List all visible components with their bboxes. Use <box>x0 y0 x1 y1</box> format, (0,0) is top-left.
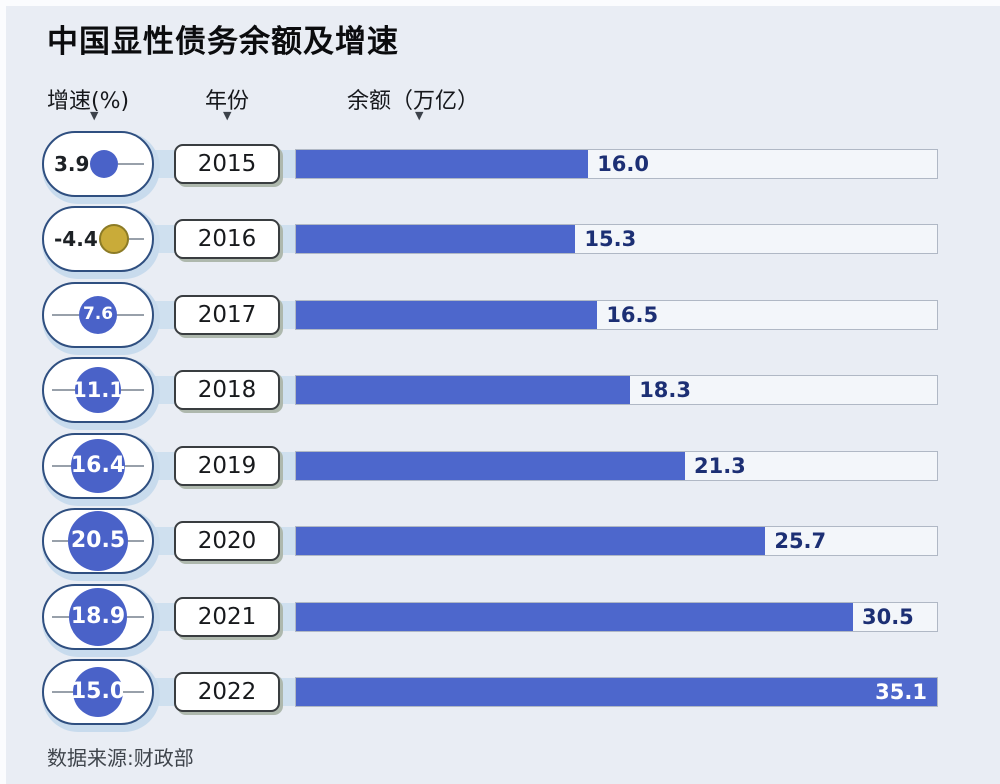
column-header-year: 年份 <box>205 89 250 114</box>
table-row: 20.5 20.5 2020 25.7 <box>0 504 1000 580</box>
growth-circle: 20.5 <box>68 511 128 572</box>
growth-circle: 11.1 <box>72 367 124 414</box>
bar-fill <box>296 225 576 254</box>
year-box: 2021 <box>174 596 280 637</box>
table-row: 3.9 3.9 2015 16.0 <box>0 126 1000 202</box>
left-edge-strip <box>0 0 6 784</box>
bar-track: 21.3 <box>295 450 938 481</box>
balance-value-label: 21.3 <box>693 453 746 478</box>
axis-dash <box>52 615 69 618</box>
bar-fill <box>296 602 853 631</box>
growth-value-label: 7.6 <box>82 304 114 325</box>
data-source-note: 数据来源:财政部 <box>47 746 194 770</box>
top-edge-strip <box>0 0 1000 6</box>
column-header-balance: 余额（万亿） <box>347 89 480 114</box>
growth-badge: 15.0 15.0 <box>42 659 154 726</box>
balance-value-label: 25.7 <box>774 529 827 554</box>
year-box: 2017 <box>174 294 280 335</box>
growth-badge: 11.1 11.1 <box>42 357 154 424</box>
bar-fill <box>296 527 766 556</box>
year-box: 2019 <box>174 445 280 486</box>
axis-dash <box>52 389 75 392</box>
column-header-growth: 增速(%) <box>47 89 130 114</box>
year-box: 2020 <box>174 521 280 562</box>
year-box: 2015 <box>174 143 280 184</box>
bar-track: 16.0 <box>295 148 938 179</box>
growth-value-label: 15.0 <box>70 679 126 705</box>
axis-dash <box>52 540 68 543</box>
growth-value-label: -4.4 <box>54 227 98 252</box>
growth-badge: 20.5 20.5 <box>42 508 154 575</box>
axis-dash <box>128 238 144 241</box>
balance-value-label: 15.3 <box>584 227 637 252</box>
balance-value-label: 35.1 <box>875 680 927 705</box>
axis-dash <box>128 540 144 543</box>
table-row: -4.4 -4.4 2016 15.3 <box>0 202 1000 278</box>
bar-fill <box>296 678 937 707</box>
bar-track: 16.5 <box>295 299 938 330</box>
axis-dash <box>127 615 144 618</box>
year-box: 2016 <box>174 219 280 260</box>
growth-badge: 16.4 16.4 <box>42 432 154 499</box>
growth-circle: -4.4 <box>98 224 129 255</box>
triangle-down-icon: ▼ <box>223 109 232 122</box>
table-row: 18.9 18.9 2021 30.5 <box>0 579 1000 655</box>
triangle-down-icon: ▼ <box>415 109 424 122</box>
growth-circle: 18.9 <box>69 587 127 646</box>
axis-dash <box>52 464 71 467</box>
growth-circle: 16.4 <box>70 438 126 493</box>
balance-value-label: 18.3 <box>639 378 692 403</box>
growth-circle: 7.6 <box>79 295 117 334</box>
bar-track: 35.1 <box>295 677 938 708</box>
bar-track: 15.3 <box>295 224 938 255</box>
axis-dash <box>117 313 144 316</box>
growth-value-label: 20.5 <box>70 528 126 554</box>
bar-track: 25.7 <box>295 526 938 557</box>
table-row: 7.6 7.6 2017 16.5 <box>0 277 1000 353</box>
axis-dash <box>125 464 144 467</box>
table-row: 15.0 15.0 2022 35.1 <box>0 655 1000 731</box>
growth-badge: 3.9 3.9 <box>42 130 154 197</box>
growth-badge: -4.4 -4.4 <box>42 206 154 273</box>
axis-dash <box>121 389 144 392</box>
bar-track: 30.5 <box>295 601 938 632</box>
axis-dash <box>123 691 144 694</box>
growth-badge: 7.6 7.6 <box>42 281 154 348</box>
chart-rows: 3.9 3.9 2015 16.0 -4.4 -4.4 2016 15.3 <box>0 126 1000 730</box>
year-box: 2022 <box>174 672 280 713</box>
bar-fill <box>296 300 598 329</box>
axis-dash <box>118 162 144 165</box>
growth-badge: 18.9 18.9 <box>42 583 154 650</box>
axis-dash <box>52 313 79 316</box>
growth-circle: 15.0 <box>70 667 126 718</box>
triangle-down-icon: ▼ <box>90 109 99 122</box>
growth-value-label: 16.4 <box>70 452 126 478</box>
year-box: 2018 <box>174 370 280 411</box>
growth-value-label: 11.1 <box>72 377 124 402</box>
bar-fill <box>296 451 685 480</box>
balance-value-label: 30.5 <box>861 604 914 629</box>
balance-value-label: 16.5 <box>606 302 659 327</box>
growth-value-label: 18.9 <box>70 603 126 629</box>
table-row: 11.1 11.1 2018 18.3 <box>0 353 1000 429</box>
bar-track: 18.3 <box>295 375 938 406</box>
bar-fill <box>296 376 631 405</box>
table-row: 16.4 16.4 2019 21.3 <box>0 428 1000 504</box>
chart-title: 中国显性债务余额及增速 <box>47 24 399 60</box>
axis-dash <box>52 691 73 694</box>
bar-fill <box>296 149 589 178</box>
growth-value-label: 3.9 <box>54 151 90 176</box>
growth-circle: 3.9 <box>90 149 119 178</box>
balance-value-label: 16.0 <box>597 151 650 176</box>
